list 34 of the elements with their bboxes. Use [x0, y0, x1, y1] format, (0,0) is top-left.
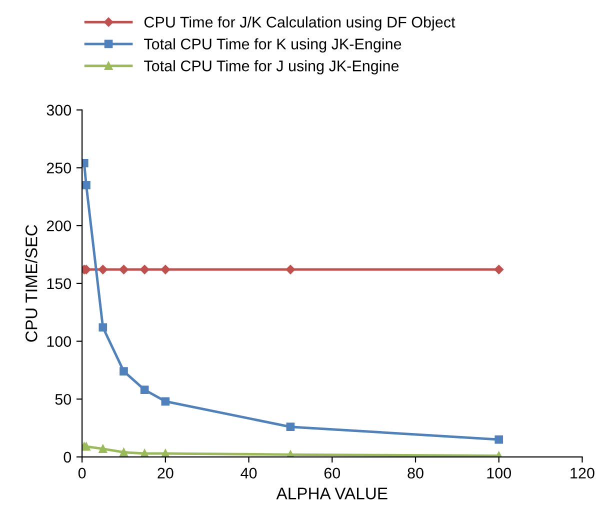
x-tick-label: 80 — [408, 468, 424, 479]
legend-label: Total CPU Time for J using JK-Engine — [144, 60, 399, 74]
point — [286, 264, 296, 274]
y-tick-label: 150 — [47, 278, 72, 290]
y-tick-label: 100 — [47, 336, 72, 347]
point — [161, 397, 170, 406]
x-tick-label: 20 — [158, 468, 174, 479]
point — [120, 448, 128, 456]
y-tick-label: 50 — [55, 394, 72, 405]
point — [140, 264, 150, 274]
point — [286, 422, 295, 432]
x-tick-label: 60 — [324, 468, 340, 479]
y-tick-label: 250 — [46, 162, 72, 174]
point — [82, 180, 90, 190]
x-tick-label: 0 — [78, 468, 86, 479]
point — [98, 323, 108, 332]
x-tick-label: 100 — [487, 468, 512, 479]
point — [120, 367, 128, 376]
legend-label: Total CPU Time for K using JK-Engine — [144, 38, 402, 52]
x-tick-label: 40 — [240, 468, 257, 479]
y-tick-label: 0 — [64, 452, 72, 463]
point — [494, 264, 504, 274]
y-tick-label: 200 — [46, 220, 72, 232]
point — [98, 264, 108, 274]
point — [160, 264, 170, 274]
point — [98, 444, 108, 453]
y-axis-title: CPU TIME/SEC — [25, 224, 38, 342]
point — [119, 264, 128, 274]
point — [494, 435, 504, 444]
x-axis-title: ALPHA VALUE — [276, 488, 388, 500]
x-tick-label: 120 — [570, 468, 594, 479]
point — [140, 386, 149, 394]
legend-label: CPU Time for J/K Calculation using DF Object — [144, 16, 456, 31]
y-tick-label: 300 — [46, 104, 72, 116]
